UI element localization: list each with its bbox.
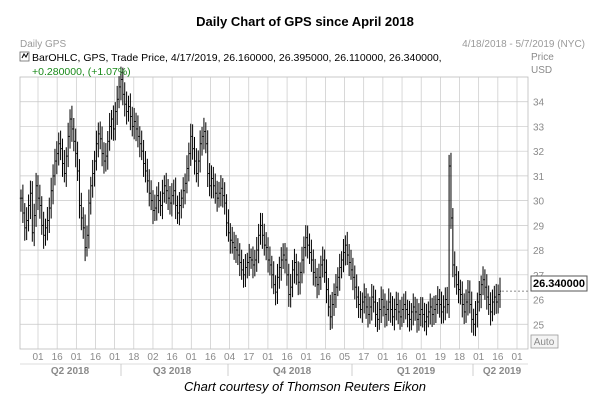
x-tick-label: 19 xyxy=(435,352,447,363)
legend-icon xyxy=(19,51,30,62)
x-tick-label: 01 xyxy=(186,352,198,363)
legend-line-2: +0.280000, (+1.07%) xyxy=(32,66,131,78)
price-axis-label: Price xyxy=(531,52,554,63)
x-tick-label: 01 xyxy=(262,352,274,363)
y-axis: 25262728293031323334 xyxy=(533,98,545,332)
x-axis: 01 16 01 16 01 18 02 16 01 16 04 17 01 16 01 16 05 17 01 16… xyxy=(20,352,528,377)
x-tick-label: 02 xyxy=(147,352,159,363)
period-label: Q4 2018 xyxy=(273,366,312,377)
x-tick-label: 16 xyxy=(167,352,179,363)
y-tick-label: 31 xyxy=(533,172,545,183)
legend-line-1: BarOHLC, GPS, Trade Price, 4/17/2019, 26… xyxy=(32,52,442,64)
y-tick-label: 26 xyxy=(533,296,545,307)
ohlc-bars xyxy=(19,66,528,337)
x-tick-label: 16 xyxy=(320,352,332,363)
x-tick-label: 16 xyxy=(205,352,217,363)
period-label: Q2 2018 xyxy=(51,366,90,377)
x-tick-label: 16 xyxy=(52,352,64,363)
x-tick-label: 17 xyxy=(358,352,370,363)
chart-title: Daily Chart of GPS since April 2018 xyxy=(196,14,414,29)
x-tick-label: 18 xyxy=(128,352,140,363)
y-tick-label: 30 xyxy=(533,197,545,208)
header-right: 4/18/2018 - 5/7/2019 (NYC) xyxy=(462,39,585,50)
x-tick-label: 01 xyxy=(32,352,44,363)
x-tick-label: 04 xyxy=(224,352,236,363)
x-tick-label: 05 xyxy=(339,352,351,363)
y-tick-label: 34 xyxy=(533,98,545,109)
y-tick-label: 28 xyxy=(533,246,545,257)
x-tick-label: 01 xyxy=(377,352,389,363)
y-tick-label: 29 xyxy=(533,221,545,232)
auto-scale-label: Auto xyxy=(534,337,555,348)
x-tick-label: 16 xyxy=(90,352,102,363)
x-tick-label: 17 xyxy=(243,352,255,363)
last-price-label: 26.340000 xyxy=(533,278,585,290)
x-tick-label: 01 xyxy=(416,352,428,363)
x-tick-label: 16 xyxy=(396,352,408,363)
y-tick-label: 32 xyxy=(533,147,545,158)
last-price-box xyxy=(530,275,588,292)
period-label: Q3 2018 xyxy=(153,366,192,377)
x-tick-label: 01 xyxy=(71,352,83,363)
x-tick-label: 01 xyxy=(473,352,485,363)
y-tick-label: 33 xyxy=(533,122,545,133)
period-label: Q2 2019 xyxy=(483,366,522,377)
y-tick-label: 25 xyxy=(533,320,545,331)
x-tick-label: 01 xyxy=(511,352,523,363)
header-left: Daily GPS xyxy=(20,39,66,50)
x-tick-label: 16 xyxy=(282,352,294,363)
auto-scale-button[interactable] xyxy=(530,334,559,349)
x-tick-label: 01 xyxy=(109,352,121,363)
period-label: Q1 2019 xyxy=(397,366,436,377)
x-tick-label: 01 xyxy=(301,352,313,363)
series-icon xyxy=(21,52,29,59)
currency-label: USD xyxy=(531,65,552,76)
plot-area xyxy=(19,76,529,350)
x-tick-label: 16 xyxy=(492,352,504,363)
chart-caption: Chart courtesy of Thomson Reuters Eikon xyxy=(183,379,427,394)
x-tick-label: 18 xyxy=(454,352,466,363)
grid-lines xyxy=(19,76,529,350)
